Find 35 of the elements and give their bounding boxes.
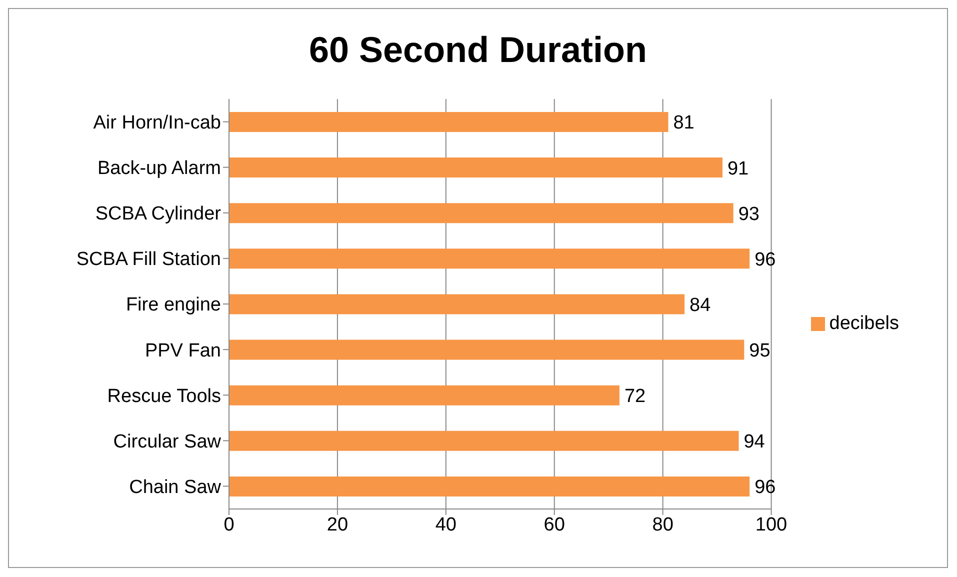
y-tick-label: SCBA Fill Station (76, 249, 221, 270)
data-label: 91 (727, 158, 749, 180)
y-tick-label: PPV Fan (144, 340, 221, 362)
x-tick-label: 80 (652, 514, 674, 536)
x-tick-label: 0 (224, 514, 234, 536)
x-tick-label: 40 (435, 514, 456, 536)
x-tick-label: 60 (544, 514, 565, 536)
data-label: 94 (744, 432, 766, 453)
bar (229, 248, 750, 269)
x-tick-label: 100 (755, 514, 788, 536)
data-label: 96 (754, 249, 776, 270)
y-tick-label: SCBA Cylinder (95, 204, 222, 225)
data-label: 95 (749, 340, 770, 362)
y-tick-label: Air Horn/In-cab (93, 112, 221, 134)
data-label: 93 (738, 204, 760, 225)
data-label: 81 (673, 112, 694, 134)
bar (229, 340, 744, 360)
bar (229, 430, 739, 451)
chart-title: 60 Second Duration (308, 29, 648, 72)
data-label: 96 (754, 477, 776, 498)
y-tick-label: Rescue Tools (107, 386, 221, 407)
legend-label: decibels (829, 313, 899, 334)
bar (229, 476, 750, 496)
y-tick-label: Circular Saw (113, 431, 222, 452)
bar (229, 158, 722, 178)
data-label: 84 (690, 294, 712, 316)
bar (229, 203, 734, 224)
bar (229, 112, 668, 132)
y-tick-label: Fire engine (126, 294, 221, 316)
bar (229, 385, 620, 406)
y-tick-label: Chain Saw (129, 476, 222, 498)
y-tick-label: Back-up Alarm (97, 158, 221, 180)
data-label: 72 (624, 386, 646, 408)
bar (229, 294, 685, 314)
x-tick-label: 20 (326, 514, 348, 536)
